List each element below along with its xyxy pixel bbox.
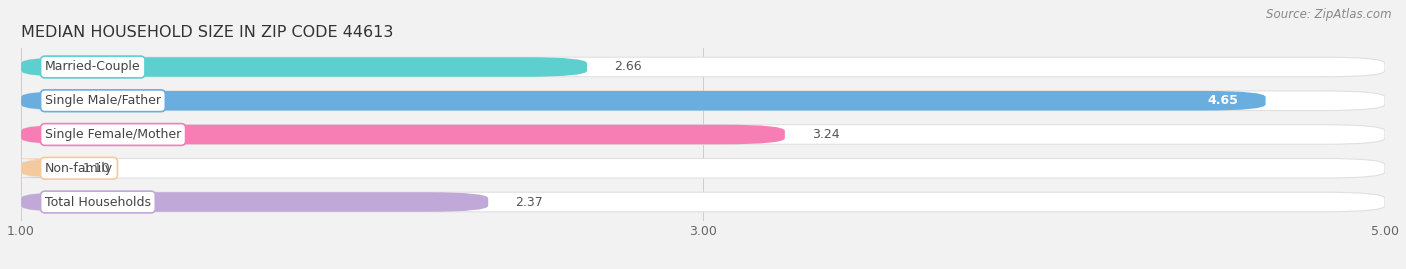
FancyBboxPatch shape [21, 192, 1385, 212]
Text: Total Households: Total Households [45, 196, 150, 208]
FancyBboxPatch shape [21, 192, 488, 212]
FancyBboxPatch shape [21, 158, 1385, 178]
Text: 3.24: 3.24 [813, 128, 839, 141]
Text: Non-family: Non-family [45, 162, 112, 175]
Text: 4.65: 4.65 [1208, 94, 1239, 107]
FancyBboxPatch shape [0, 158, 83, 178]
Text: 2.66: 2.66 [614, 61, 643, 73]
Text: 2.37: 2.37 [516, 196, 543, 208]
FancyBboxPatch shape [21, 125, 785, 144]
FancyBboxPatch shape [21, 91, 1265, 111]
FancyBboxPatch shape [21, 57, 1385, 77]
Text: 1.10: 1.10 [83, 162, 110, 175]
FancyBboxPatch shape [21, 125, 1385, 144]
FancyBboxPatch shape [21, 57, 588, 77]
Text: Married-Couple: Married-Couple [45, 61, 141, 73]
Text: Single Male/Father: Single Male/Father [45, 94, 160, 107]
Text: Source: ZipAtlas.com: Source: ZipAtlas.com [1267, 8, 1392, 21]
FancyBboxPatch shape [21, 91, 1385, 111]
Text: Single Female/Mother: Single Female/Mother [45, 128, 181, 141]
Text: MEDIAN HOUSEHOLD SIZE IN ZIP CODE 44613: MEDIAN HOUSEHOLD SIZE IN ZIP CODE 44613 [21, 25, 394, 40]
